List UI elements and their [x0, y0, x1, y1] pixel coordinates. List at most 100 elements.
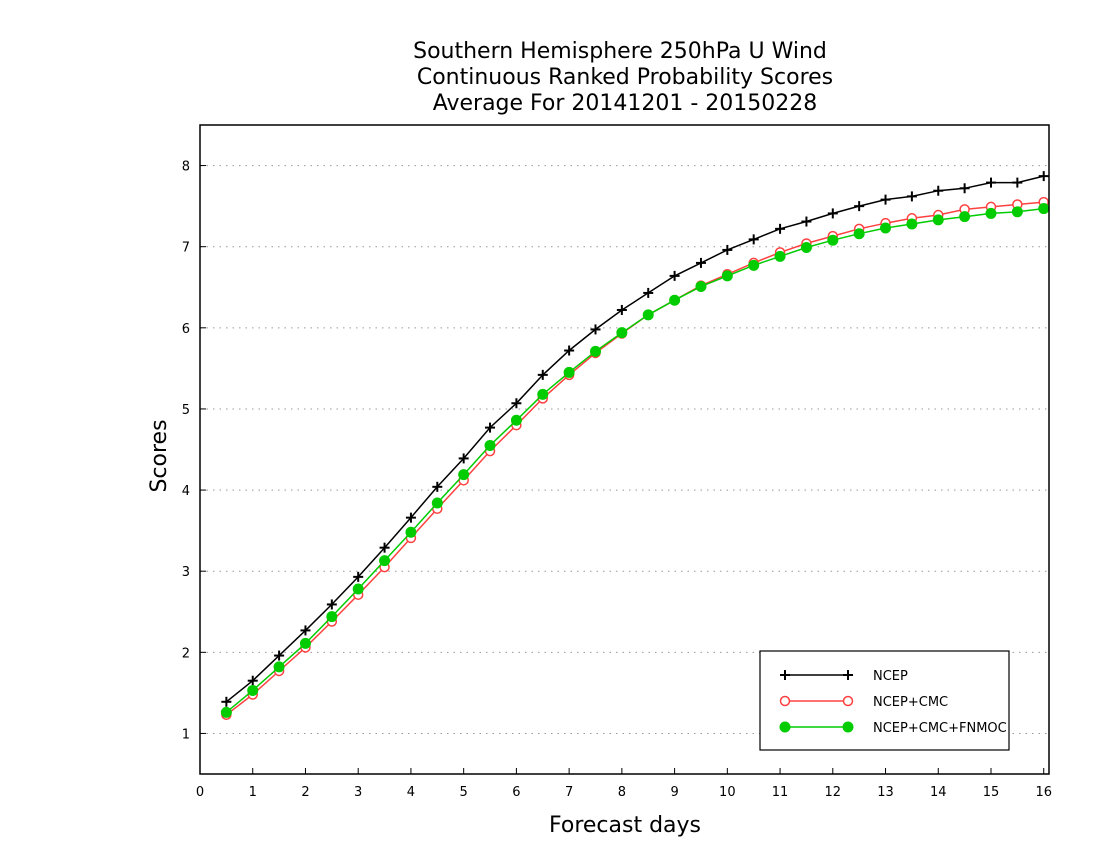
- x-tick-label: 3: [354, 785, 362, 800]
- data-point-ncep-cmc-fnmoc: [273, 661, 285, 673]
- data-point-ncep: [695, 257, 706, 268]
- x-tick-label: 1: [249, 785, 257, 800]
- data-point-ncep: [616, 304, 627, 315]
- data-point-ncep: [537, 369, 548, 380]
- data-point-ncep: [405, 512, 416, 523]
- data-point-ncep-cmc-fnmoc: [247, 684, 259, 696]
- plot-frame: [199, 124, 1050, 775]
- x-tick-label: 11: [772, 785, 789, 800]
- x-tick-label: 10: [719, 785, 736, 800]
- data-point-ncep-cmc-fnmoc: [880, 222, 892, 234]
- legend-marker: [842, 695, 854, 707]
- data-point-ncep: [669, 270, 680, 281]
- data-point-ncep: [933, 185, 944, 196]
- data-point-ncep-cmc-fnmoc: [1011, 206, 1023, 218]
- data-point-ncep-cmc-fnmoc: [616, 327, 628, 339]
- y-tick-label: 3: [182, 565, 190, 580]
- series-line-ncep-cmc: [225, 201, 1044, 716]
- legend-label: NCEP: [873, 669, 908, 684]
- x-tick-label: 0: [196, 785, 204, 800]
- x-tick-label: 16: [1035, 785, 1052, 800]
- data-point-ncep-cmc-fnmoc: [932, 214, 944, 226]
- data-point-ncep-cmc-fnmoc: [642, 309, 654, 321]
- data-point-ncep-cmc-fnmoc: [537, 388, 549, 400]
- series-ncep: [221, 171, 1049, 707]
- legend-marker: [779, 695, 791, 707]
- series-ncep-cmc-fnmoc: [220, 203, 1050, 718]
- data-point-ncep: [643, 287, 654, 298]
- x-tick-label: 12: [825, 785, 842, 800]
- chart-title-line-3: Average For 20141201 - 20150228: [433, 91, 818, 116]
- data-point-ncep-cmc-fnmoc: [906, 218, 918, 230]
- data-point-ncep: [458, 453, 469, 464]
- data-point-ncep: [379, 542, 390, 553]
- data-point-ncep: [590, 324, 601, 335]
- data-point-ncep: [326, 599, 337, 610]
- data-point-ncep: [827, 208, 838, 219]
- legend-marker: [842, 721, 854, 733]
- y-tick-label: 8: [182, 160, 190, 175]
- data-point-ncep: [511, 398, 522, 409]
- data-point-ncep-cmc-fnmoc: [431, 497, 443, 509]
- y-tick-label: 6: [182, 322, 190, 337]
- data-point-ncep-cmc-fnmoc: [510, 414, 522, 426]
- data-point-ncep: [748, 234, 759, 245]
- data-point-ncep-cmc-fnmoc: [695, 280, 707, 292]
- data-point-ncep-cmc-fnmoc: [774, 250, 786, 262]
- x-tick-label: 2: [301, 785, 309, 800]
- data-point-ncep: [274, 650, 285, 661]
- data-point-ncep-cmc-fnmoc: [985, 207, 997, 219]
- data-point-ncep-cmc-fnmoc: [959, 211, 971, 223]
- series-ncep-cmc: [221, 196, 1049, 721]
- x-axis: 0 1 2 3 4 5 6 7 8 9 10 11 12 13 14 15 16: [196, 768, 1052, 800]
- data-point-ncep: [1038, 171, 1049, 182]
- data-point-ncep-cmc-fnmoc: [748, 259, 760, 271]
- y-tick-label: 7: [182, 241, 190, 256]
- y-tick-label: 4: [182, 484, 190, 499]
- data-point-ncep: [564, 345, 575, 356]
- data-point-ncep-cmc-fnmoc: [379, 555, 391, 567]
- legend-marker: [780, 670, 790, 680]
- x-tick-label: 8: [618, 785, 626, 800]
- legend-item-ncep: NCEP: [780, 669, 908, 684]
- chart-title-line-1: Southern Hemisphere 250hPa U Wind: [413, 39, 827, 64]
- data-point-ncep: [485, 422, 496, 433]
- legend-marker: [779, 721, 791, 733]
- data-point-ncep: [353, 571, 364, 582]
- series-line-ncep: [225, 175, 1044, 703]
- x-tick-label: 14: [930, 785, 947, 800]
- data-point-ncep-cmc-fnmoc: [669, 294, 681, 306]
- data-point-ncep-cmc-fnmoc: [405, 526, 417, 538]
- x-axis-label: Forecast days: [549, 813, 701, 838]
- data-point-ncep: [985, 177, 996, 188]
- data-point-ncep: [722, 244, 733, 255]
- legend: NCEP NCEP+CMC NCEP+CMC+FNMOC: [759, 650, 1010, 751]
- x-tick-label: 7: [565, 785, 573, 800]
- data-point-ncep-cmc-fnmoc: [563, 366, 575, 378]
- data-point-ncep-cmc-fnmoc: [589, 345, 601, 357]
- legend-marker: [843, 670, 853, 680]
- x-tick-label: 9: [670, 785, 678, 800]
- data-point-ncep-cmc-fnmoc: [458, 469, 470, 481]
- data-point-ncep: [432, 481, 443, 492]
- data-point-ncep-cmc-fnmoc: [484, 439, 496, 451]
- data-point-ncep: [775, 223, 786, 234]
- data-point-ncep-cmc-fnmoc: [326, 611, 338, 623]
- legend-label: NCEP+CMC: [873, 695, 948, 710]
- series-group: [220, 171, 1050, 721]
- x-tick-label: 13: [877, 785, 894, 800]
- x-tick-label: 5: [460, 785, 468, 800]
- data-point-ncep-cmc-fnmoc: [721, 270, 733, 282]
- data-point-ncep-cmc-fnmoc: [827, 234, 839, 246]
- data-point-ncep: [801, 216, 812, 227]
- y-axis: 1 2 3 4 5 6 7 8: [182, 160, 206, 742]
- data-point-ncep-cmc-fnmoc: [1038, 203, 1050, 215]
- x-tick-label: 4: [407, 785, 415, 800]
- y-tick-label: 1: [182, 727, 190, 742]
- y-tick-label: 5: [182, 403, 190, 418]
- data-point-ncep: [300, 625, 311, 636]
- data-point-ncep-cmc-fnmoc: [800, 241, 812, 253]
- x-tick-label: 6: [512, 785, 520, 800]
- data-point-ncep: [247, 675, 258, 686]
